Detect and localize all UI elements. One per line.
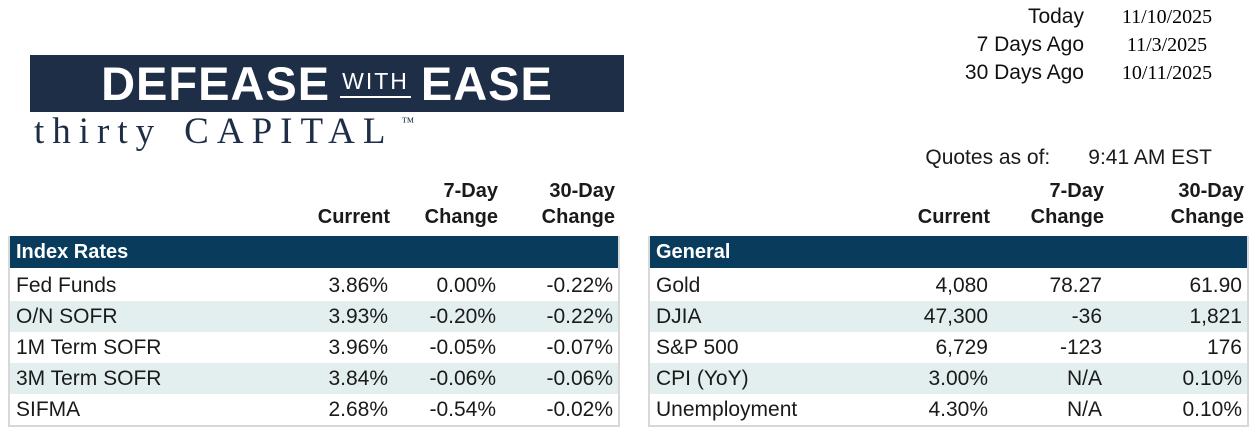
row-30day-change: -0.02%: [546, 397, 613, 421]
date-value-30-days-ago: 10/11/2025: [1121, 62, 1213, 84]
row-current: 4,080: [935, 273, 988, 297]
general-table: General Gold 4,080 78.27 61.90 DJIA 47,3…: [648, 236, 1249, 427]
row-7day-change: -123: [1059, 335, 1102, 359]
row-30day-change: -0.06%: [546, 366, 613, 390]
logo-word-thirty: thirty: [34, 111, 163, 152]
row-current: 3.93%: [328, 304, 388, 328]
col-header-30-day: 30-Day: [1178, 180, 1244, 202]
row-30day-change: -0.07%: [546, 335, 613, 359]
row-30day-change: -0.22%: [546, 273, 613, 297]
table-row: SIFMA 2.68% -0.54% -0.02%: [10, 394, 618, 425]
row-label: Fed Funds: [16, 273, 117, 297]
row-label: O/N SOFR: [16, 304, 118, 328]
row-30day-change: 0.10%: [1182, 397, 1242, 421]
row-current: 47,300: [923, 304, 988, 328]
row-current: 4.30%: [928, 397, 988, 421]
row-7day-change: -0.54%: [429, 397, 496, 421]
row-current: 6,729: [935, 335, 988, 359]
col-header-30-day: 30-Day: [549, 180, 615, 202]
table-row: DJIA 47,300 -36 1,821: [650, 301, 1247, 332]
row-7day-change: -0.05%: [429, 335, 496, 359]
row-label: Gold: [656, 273, 701, 297]
logo-word-capital: CAPITAL: [184, 111, 394, 152]
row-30day-change: 61.90: [1189, 273, 1242, 297]
col-header-current: Current: [917, 206, 990, 228]
table-row: Unemployment 4.30% N/A 0.10%: [650, 394, 1247, 425]
row-current: 3.00%: [928, 366, 988, 390]
row-7day-change: 78.27: [1049, 273, 1102, 297]
table-row: 1M Term SOFR 3.96% -0.05% -0.07%: [10, 332, 618, 363]
row-label: CPI (YoY): [656, 366, 749, 390]
table-row: Fed Funds 3.86% 0.00% -0.22%: [10, 270, 618, 301]
row-30day-change: 176: [1206, 335, 1242, 359]
col-header-7-day: 7-Day: [443, 180, 498, 202]
row-label: SIFMA: [16, 397, 81, 421]
row-7day-change: 0.00%: [436, 273, 496, 297]
row-30day-change: 1,821: [1189, 304, 1242, 328]
row-label: DJIA: [656, 304, 702, 328]
col-header-7-day: 7-Day: [1049, 180, 1104, 202]
col-header-current: Current: [317, 206, 390, 228]
section-header-index-rates: Index Rates: [10, 236, 618, 270]
col-header-change-7: Change: [1030, 206, 1104, 228]
date-label-today: Today: [1027, 5, 1084, 28]
date-reference-block: Today 11/10/2025 7 Days Ago 11/3/2025 30…: [965, 3, 1238, 87]
trademark-symbol: ™: [401, 114, 415, 129]
index-rates-section: 7-Day 30-Day Current Change Change Index…: [8, 178, 620, 427]
quotes-as-of-time: 9:41 AM EST: [1088, 146, 1212, 169]
row-30day-change: -0.22%: [546, 304, 613, 328]
index-rates-column-headers: 7-Day 30-Day Current Change Change: [8, 178, 620, 230]
row-current: 2.68%: [328, 397, 388, 421]
row-7day-change: -36: [1071, 304, 1102, 328]
date-value-today: 11/10/2025: [1121, 6, 1213, 28]
col-header-change-30: Change: [1170, 206, 1244, 228]
date-label-7-days-ago: 7 Days Ago: [976, 33, 1084, 56]
date-label-30-days-ago: 30 Days Ago: [964, 61, 1084, 84]
col-header-change-7: Change: [424, 206, 498, 228]
row-label: Unemployment: [656, 397, 798, 421]
general-column-headers: 7-Day 30-Day Current Change Change: [648, 178, 1249, 230]
row-current: 3.86%: [328, 273, 388, 297]
logo-banner: DEFEASE WITH EASE: [30, 55, 624, 112]
row-7day-change: -0.06%: [429, 366, 496, 390]
col-header-change-30: Change: [541, 206, 615, 228]
row-30day-change: 0.10%: [1182, 366, 1242, 390]
quotes-as-of: Quotes as of: 9:41 AM EST: [860, 146, 1212, 170]
table-row: CPI (YoY) 3.00% N/A 0.10%: [650, 363, 1247, 394]
logo-word-ease: EASE: [420, 57, 553, 110]
quotes-as-of-label: Quotes as of:: [925, 146, 1051, 169]
row-label: 3M Term SOFR: [16, 366, 162, 390]
logo-word-with: WITH: [340, 69, 411, 98]
row-current: 3.96%: [328, 335, 388, 359]
table-row: O/N SOFR 3.93% -0.20% -0.22%: [10, 301, 618, 332]
section-header-general: General: [650, 236, 1247, 270]
company-logo: DEFEASE WITH EASE thirty CAPITAL ™: [30, 55, 630, 150]
date-value-7-days-ago: 11/3/2025: [1126, 34, 1208, 56]
table-row: S&P 500 6,729 -123 176: [650, 332, 1247, 363]
logo-word-defease: DEFEASE: [101, 57, 331, 110]
row-label: 1M Term SOFR: [16, 335, 162, 359]
logo-subtitle: thirty CAPITAL ™: [30, 113, 630, 150]
row-7day-change: N/A: [1066, 366, 1102, 390]
table-row: 3M Term SOFR 3.84% -0.06% -0.06%: [10, 363, 618, 394]
row-7day-change: -0.20%: [429, 304, 496, 328]
row-label: S&P 500: [656, 335, 739, 359]
index-rates-table: Index Rates Fed Funds 3.86% 0.00% -0.22%…: [8, 236, 620, 427]
general-section: 7-Day 30-Day Current Change Change Gener…: [648, 178, 1249, 427]
row-current: 3.84%: [328, 366, 388, 390]
row-7day-change: N/A: [1066, 397, 1102, 421]
table-row: Gold 4,080 78.27 61.90: [650, 270, 1247, 301]
